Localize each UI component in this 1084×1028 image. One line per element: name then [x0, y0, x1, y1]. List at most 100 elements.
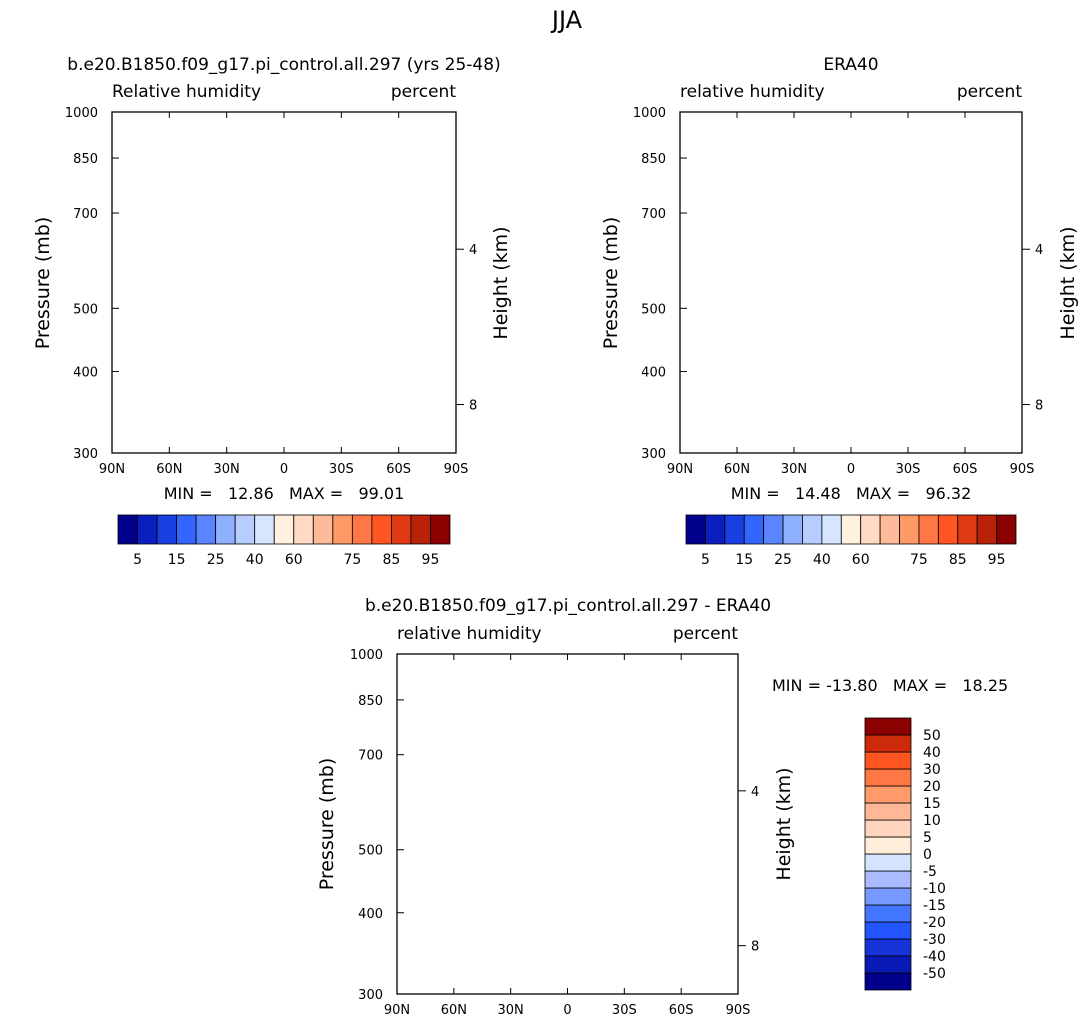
- x-tick-label: 90N: [99, 462, 125, 477]
- colorbar-swatch: [137, 514, 158, 545]
- colorbar-label: 5: [133, 552, 142, 568]
- colorbar-label: 40: [246, 552, 264, 568]
- y-tick-label: 700: [358, 749, 383, 764]
- panel-obs-ylabel: Pressure (mb): [600, 217, 622, 350]
- colorbar-swatch: [864, 887, 912, 906]
- height-tick-label: 4: [469, 243, 477, 258]
- panel-model-axes: 90N 60N 30N 0 30S 60S 90S 300 400 500 700 850 1000 8 4: [65, 106, 477, 477]
- colorbar-label: 60: [852, 552, 870, 568]
- colorbar-swatch: [864, 836, 912, 855]
- x-tick-label: 60N: [724, 462, 750, 477]
- panel-model: b.e20.B1850.f09_g17.pi_control.all.297 (…: [32, 55, 512, 568]
- colorbar-swatch: [864, 972, 912, 991]
- y-tick-label: 500: [73, 302, 98, 317]
- colorbar-label: 50: [923, 728, 941, 744]
- colorbar-swatch: [840, 514, 862, 545]
- panel-obs-right-label: percent: [957, 82, 1022, 102]
- colorbar-swatch: [705, 514, 726, 545]
- panel-model-title: b.e20.B1850.f09_g17.pi_control.all.297 (…: [67, 55, 500, 75]
- y-tick-label: 700: [73, 207, 98, 222]
- y-tick-label: 400: [73, 366, 98, 381]
- colorbar-swatch: [864, 768, 912, 787]
- colorbar-swatch: [864, 717, 912, 736]
- panel-model-right-label: percent: [391, 82, 456, 102]
- colorbar-label: 15: [168, 552, 186, 568]
- colorbar-label: 10: [923, 813, 941, 829]
- x-tick-label: 30S: [329, 462, 354, 477]
- colorbar-swatch: [864, 751, 912, 770]
- colorbar-swatch: [802, 514, 823, 545]
- y-tick-label: 700: [641, 207, 666, 222]
- colorbar-label: 75: [910, 552, 928, 568]
- x-tick-label: 30N: [781, 462, 807, 477]
- colorbar-swatch: [864, 734, 912, 753]
- x-tick-label: 90S: [444, 462, 469, 477]
- y-tick-label: 850: [73, 152, 98, 167]
- y-tick-label: 1000: [65, 106, 98, 121]
- y-tick-label: 1000: [633, 106, 666, 121]
- x-tick-label: 30S: [612, 1003, 637, 1018]
- panel-obs-colorbar: 5 15 25 40 60 75 85 95: [685, 514, 1017, 568]
- panel-diff-left-label: relative humidity: [397, 624, 542, 644]
- colorbar-swatch: [864, 921, 912, 940]
- colorbar-label: -30: [923, 932, 946, 948]
- colorbar-label: 75: [343, 552, 361, 568]
- colorbar-swatch: [332, 514, 353, 545]
- colorbar-swatch: [899, 514, 920, 545]
- colorbar-swatch: [743, 514, 765, 545]
- colorbar-swatch: [864, 819, 912, 838]
- colorbar-swatch: [391, 514, 412, 545]
- y-tick-label: 400: [358, 907, 383, 922]
- panel-diff-axes: 90N 60N 30N 0 30S 60S 90S 300 400 500 700 850 1000 8 4: [350, 648, 759, 1018]
- colorbar-swatch: [117, 514, 138, 545]
- figure-title: JJA: [550, 6, 583, 34]
- colorbar-swatch: [685, 514, 706, 545]
- colorbar-swatch: [195, 514, 217, 545]
- colorbar-swatch: [782, 514, 803, 545]
- panel-diff-ylabel-right: Height (km): [773, 767, 795, 880]
- y-tick-label: 300: [73, 447, 98, 462]
- x-tick-label: 90S: [1010, 462, 1035, 477]
- height-tick-label: 8: [469, 399, 477, 414]
- colorbar-swatch: [293, 514, 314, 545]
- x-tick-label: 0: [563, 1003, 571, 1018]
- colorbar-swatch: [312, 514, 334, 545]
- x-tick-label: 0: [280, 462, 288, 477]
- colorbar-swatch: [410, 514, 431, 545]
- x-tick-label: 60S: [953, 462, 978, 477]
- colorbar-swatch: [864, 785, 912, 804]
- colorbar-label: 40: [923, 745, 941, 761]
- x-tick-label: 60S: [386, 462, 411, 477]
- colorbar-label: 5: [923, 830, 932, 846]
- panel-obs-stats: MIN = 14.48 MAX = 96.32: [731, 484, 972, 503]
- panel-obs-left-label: relative humidity: [680, 82, 825, 102]
- colorbar-label: -5: [923, 864, 937, 880]
- height-tick-label: 8: [751, 940, 759, 955]
- colorbar-swatch: [860, 514, 881, 545]
- colorbar-swatch: [957, 514, 978, 545]
- panel-model-left-label: Relative humidity: [112, 82, 261, 102]
- panel-diff-frame: [396, 653, 739, 995]
- colorbar-swatch: [273, 514, 295, 545]
- colorbar-swatch: [864, 870, 912, 889]
- x-tick-label: 30N: [214, 462, 240, 477]
- x-tick-label: 30N: [498, 1003, 524, 1018]
- colorbar-label: 95: [422, 552, 440, 568]
- colorbar-swatch: [156, 514, 177, 545]
- panel-diff-title: b.e20.B1850.f09_g17.pi_control.all.297 -…: [365, 596, 771, 616]
- colorbar-swatch: [864, 904, 912, 923]
- colorbar-swatch: [976, 514, 997, 545]
- colorbar-swatch: [234, 514, 256, 545]
- colorbar-label: 85: [949, 552, 967, 568]
- x-tick-label: 60N: [156, 462, 182, 477]
- colorbar-label: 15: [923, 796, 941, 812]
- colorbar-label: -20: [923, 915, 946, 931]
- y-tick-label: 850: [641, 152, 666, 167]
- y-tick-label: 850: [358, 694, 383, 709]
- colorbar-swatch: [996, 514, 1017, 545]
- colorbar-label: 95: [988, 552, 1006, 568]
- colorbar-swatch: [254, 514, 275, 545]
- panel-model-colorbar: 5 15 25 40 60 75 85 95: [117, 514, 451, 568]
